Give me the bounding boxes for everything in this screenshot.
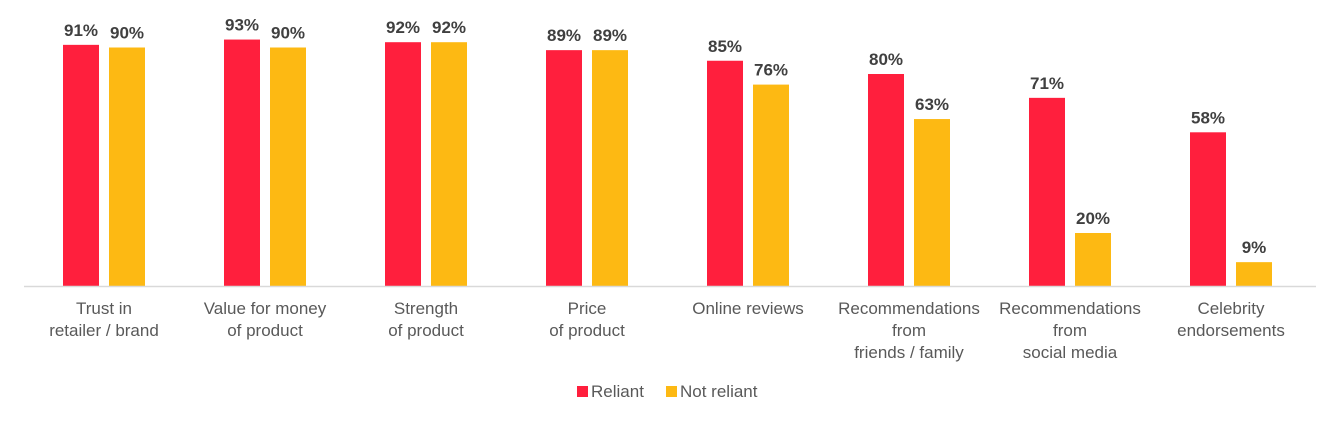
x-tick-label: Price <box>568 299 607 318</box>
x-tick-label: from <box>1053 321 1087 340</box>
bar-not-reliant <box>753 84 789 286</box>
data-label: 9% <box>1242 238 1267 257</box>
data-label: 80% <box>869 50 903 69</box>
x-tick-label: social media <box>1023 343 1118 362</box>
bar-not-reliant <box>1236 262 1272 286</box>
data-label: 85% <box>708 37 742 56</box>
x-tick-label: friends / family <box>854 343 964 362</box>
x-tick-label: of product <box>388 321 464 340</box>
data-label: 90% <box>110 24 144 43</box>
data-label: 89% <box>547 26 581 45</box>
x-tick-label: endorsements <box>1177 321 1285 340</box>
x-tick-label: of product <box>549 321 625 340</box>
data-label: 76% <box>754 61 788 80</box>
legend-swatch <box>577 386 588 397</box>
x-tick-label: Recommendations <box>838 299 980 318</box>
bar-reliant <box>1029 97 1065 286</box>
data-label: 20% <box>1076 209 1110 228</box>
data-label: 90% <box>271 24 305 43</box>
bar-reliant <box>707 60 743 286</box>
bar-reliant <box>868 74 904 286</box>
data-label: 63% <box>915 95 949 114</box>
bar-not-reliant <box>431 42 467 287</box>
bar-not-reliant <box>109 47 145 286</box>
x-tick-label: Value for money <box>204 299 327 318</box>
data-label: 91% <box>64 21 98 40</box>
bar-not-reliant <box>914 119 950 286</box>
x-tick-label: Celebrity <box>1197 299 1265 318</box>
legend-label: Reliant <box>591 382 644 401</box>
bar-reliant <box>224 39 260 286</box>
bar-not-reliant <box>1075 233 1111 286</box>
x-tick-label: of product <box>227 321 303 340</box>
data-label: 71% <box>1030 74 1064 93</box>
data-label: 93% <box>225 16 259 35</box>
x-tick-label: Strength <box>394 299 458 318</box>
data-label: 58% <box>1191 108 1225 127</box>
data-label: 92% <box>432 18 466 37</box>
bar-not-reliant <box>270 47 306 286</box>
data-label: 89% <box>593 26 627 45</box>
bar-reliant <box>546 50 582 287</box>
bar-reliant <box>385 42 421 287</box>
x-tick-label: Trust in <box>76 299 132 318</box>
x-tick-label: Recommendations <box>999 299 1141 318</box>
x-tick-label: retailer / brand <box>49 321 159 340</box>
data-label: 92% <box>386 18 420 37</box>
bar-not-reliant <box>592 50 628 287</box>
legend-label: Not reliant <box>680 382 758 401</box>
legend-swatch <box>666 386 677 397</box>
bar-reliant <box>1190 132 1226 286</box>
bar-reliant <box>63 44 99 286</box>
x-tick-label: from <box>892 321 926 340</box>
x-tick-label: Online reviews <box>692 299 804 318</box>
